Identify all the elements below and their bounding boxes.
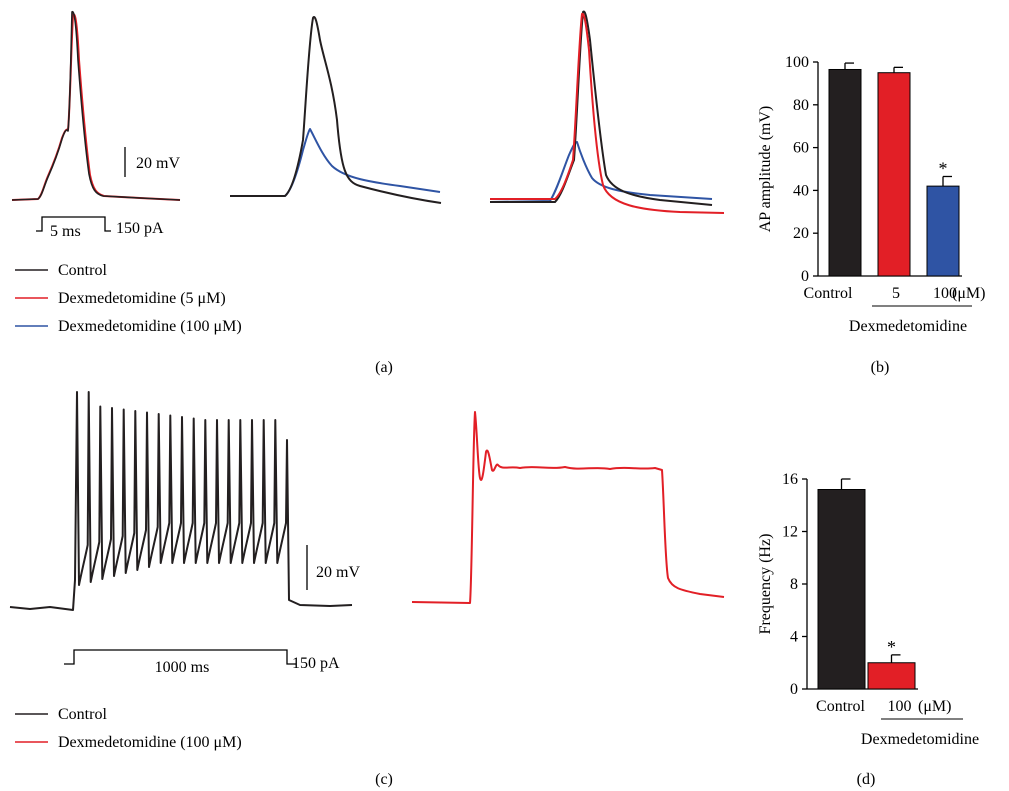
y-axis-title: AP amplitude (mV) <box>757 106 774 233</box>
group-label: Dexmedetomidine <box>861 731 979 748</box>
trace-c-control <box>9 391 353 611</box>
bar <box>877 72 911 277</box>
trace-a3-dex100 <box>489 141 713 203</box>
y-tick-label: 4 <box>790 629 798 646</box>
y-tick-label: 100 <box>785 54 809 71</box>
chart-d: 0 4 8 12 16 Frequency (Hz) Control * 100 (μM) Dexm… <box>757 471 979 748</box>
category-label: 5 <box>892 285 900 302</box>
category-label: Control <box>816 698 865 715</box>
time-scale-label-a: 5 ms <box>50 223 81 240</box>
y-tick-label: 80 <box>793 97 809 114</box>
legend-c-label-control: Control <box>58 706 107 723</box>
trace-a1-control <box>11 11 181 201</box>
panel-label-c: (c) <box>375 771 393 788</box>
group-label: Dexmedetomidine <box>849 318 967 335</box>
category-label: 100 <box>888 698 912 715</box>
y-tick-label: 0 <box>801 268 809 285</box>
time-scale-label-c: 1000 ms <box>155 659 210 676</box>
panel-a-traces <box>11 10 725 214</box>
panel-c-traces <box>9 391 725 611</box>
current-step-c <box>64 649 296 665</box>
trace-a1-dex5 <box>11 13 181 201</box>
category-unit-label: (μM) <box>952 285 985 302</box>
legend-c-label-dex100: Dexmedetomidine (100 μM) <box>58 734 242 751</box>
y-tick-label: 40 <box>793 182 809 199</box>
scale-bars-c <box>64 545 308 665</box>
category-unit-label: (μM) <box>918 698 951 715</box>
bar <box>926 185 960 277</box>
y-tick-label: 60 <box>793 140 809 157</box>
current-scale-label-a: 150 pA <box>116 220 164 237</box>
y-tick-label: 12 <box>782 524 798 541</box>
legend-c: Control Dexmedetomidine (100 μM) <box>15 706 242 751</box>
panel-label-d: (d) <box>857 771 876 788</box>
bar <box>817 489 866 690</box>
y-tick-label: 0 <box>790 681 798 698</box>
trace-c-dex100 <box>411 411 725 604</box>
legend-a-label-dex5: Dexmedetomidine (5 μM) <box>58 290 226 307</box>
legend-a: Control Dexmedetomidine (5 μM) Dexmedeto… <box>15 262 242 335</box>
trace-a2-dex100 <box>230 128 441 197</box>
y-tick-label: 16 <box>782 471 798 488</box>
voltage-scale-label-c: 20 mV <box>316 564 360 581</box>
significance-marker: * <box>887 637 896 657</box>
chart-b: 0 20 40 60 80 100 AP amplitude (mV) Control 5 * 10… <box>757 54 985 335</box>
voltage-scale-label-a: 20 mV <box>136 155 180 172</box>
y-axis-title: Frequency (Hz) <box>757 534 774 635</box>
trace-a2-control <box>230 16 442 204</box>
category-label: 100 <box>933 285 957 302</box>
y-tick-label: 20 <box>793 225 809 242</box>
panel-label-b: (b) <box>871 359 890 376</box>
current-scale-label-c: 150 pA <box>292 655 340 672</box>
y-tick-label: 8 <box>790 576 798 593</box>
category-label: Control <box>804 285 853 302</box>
bar <box>828 68 862 277</box>
significance-marker: * <box>939 158 948 178</box>
scale-bars-a <box>36 147 126 232</box>
legend-a-label-dex100: Dexmedetomidine (100 μM) <box>58 318 242 335</box>
bar <box>867 662 916 690</box>
panel-label-a: (a) <box>375 359 393 376</box>
current-step-a <box>36 216 111 232</box>
trace-a3-dex5 <box>490 12 725 214</box>
legend-a-label-control: Control <box>58 262 107 279</box>
